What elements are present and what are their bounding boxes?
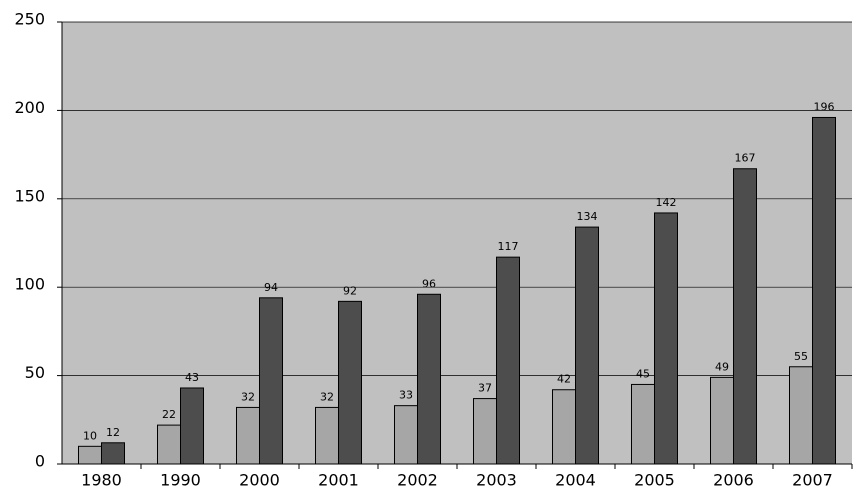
bar <box>101 442 125 465</box>
bar <box>394 405 418 465</box>
bar <box>552 389 576 465</box>
bar <box>78 445 102 465</box>
value-label: 37 <box>478 382 492 395</box>
y-tick-label: 200 <box>14 98 45 117</box>
bar <box>733 168 757 465</box>
value-label: 142 <box>656 196 677 209</box>
value-label: 117 <box>498 240 519 253</box>
bar <box>417 293 441 465</box>
bar <box>157 424 181 465</box>
x-tick-label: 2006 <box>713 471 754 490</box>
x-tick-label: 2004 <box>555 471 596 490</box>
value-label: 22 <box>162 408 176 421</box>
value-label: 42 <box>557 373 571 386</box>
value-label: 196 <box>814 100 835 113</box>
bar <box>575 226 599 465</box>
y-tick-label: 100 <box>14 275 45 294</box>
x-tick-label: 2002 <box>397 471 438 490</box>
bar <box>631 383 655 465</box>
value-label: 49 <box>715 360 729 373</box>
value-label: 10 <box>83 429 97 442</box>
x-tick-label: 2007 <box>792 471 833 490</box>
x-tick-label: 2001 <box>318 471 359 490</box>
y-tick-label: 250 <box>14 10 45 29</box>
value-label: 32 <box>320 390 334 403</box>
bar <box>259 297 283 465</box>
bar <box>654 212 678 465</box>
y-tick-label: 50 <box>25 363 45 382</box>
x-tick-label: 1980 <box>81 471 122 490</box>
bar <box>789 366 813 465</box>
bar <box>315 406 339 465</box>
bar <box>338 300 362 465</box>
value-label: 12 <box>106 426 120 439</box>
bar <box>812 116 836 465</box>
x-tick-label: 2005 <box>634 471 675 490</box>
bar <box>473 398 497 465</box>
value-label: 45 <box>636 367 650 380</box>
value-label: 32 <box>241 390 255 403</box>
value-label: 167 <box>735 152 756 165</box>
value-label: 43 <box>185 371 199 384</box>
bar <box>236 406 260 465</box>
x-tick-label: 2003 <box>476 471 517 490</box>
x-tick-label: 1990 <box>160 471 201 490</box>
value-label: 134 <box>577 210 598 223</box>
bar <box>180 387 204 465</box>
value-label: 92 <box>343 284 357 297</box>
bar <box>710 376 734 465</box>
y-tick-label: 0 <box>35 452 45 471</box>
x-tick-label: 2000 <box>239 471 280 490</box>
value-label: 96 <box>422 277 436 290</box>
value-label: 94 <box>264 281 278 294</box>
y-tick-label: 150 <box>14 186 45 205</box>
bar <box>496 256 520 465</box>
value-label: 55 <box>794 350 808 363</box>
value-label: 33 <box>399 389 413 402</box>
